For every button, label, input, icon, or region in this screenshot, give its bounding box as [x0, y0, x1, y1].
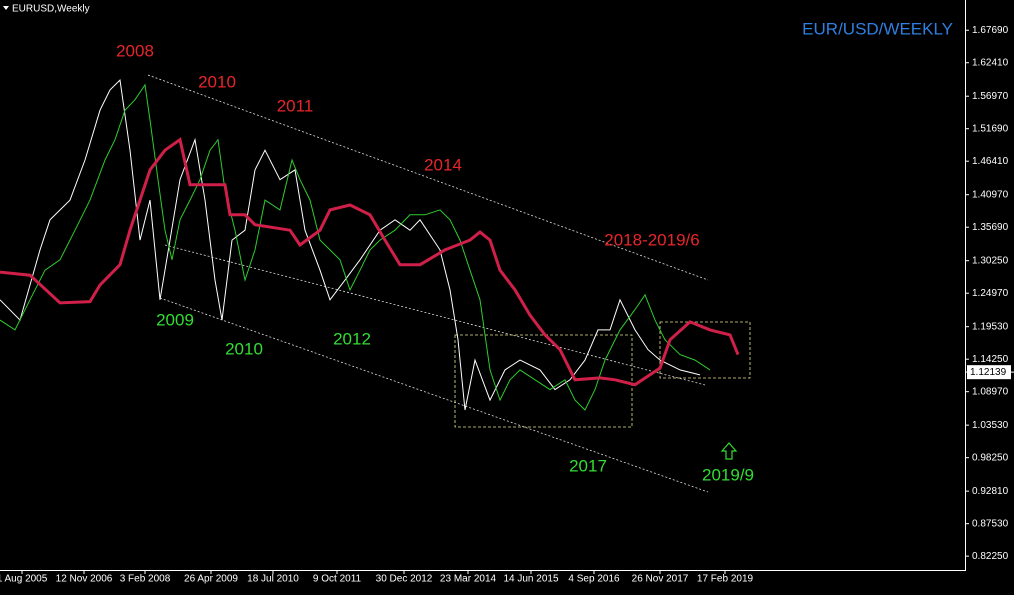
annotation: 2011 — [277, 96, 314, 115]
annotation: 2010 — [225, 339, 263, 358]
y-tick-label: 0.82250 — [972, 551, 1009, 562]
channel-upper — [147, 74, 709, 281]
y-tick-label: 1.24970 — [972, 288, 1009, 299]
chart-title: EURUSD,Weekly — [12, 4, 90, 15]
x-tick-label: 1 Aug 2005 — [0, 574, 48, 585]
range-box — [659, 321, 751, 379]
y-tick-label: 1.08970 — [972, 386, 1009, 397]
annotation: 2017 — [569, 456, 607, 475]
y-tick-label: 1.62410 — [972, 57, 1009, 68]
x-tick-label: 26 Nov 2017 — [632, 574, 689, 585]
y-tick-label: 1.19530 — [972, 321, 1009, 332]
x-tick-label: 26 Apr 2009 — [184, 574, 238, 585]
annotation: 2018-2019/6 — [604, 230, 699, 249]
y-tick-label: 1.46410 — [972, 156, 1009, 167]
channel-middle — [164, 244, 706, 386]
x-tick-label: 18 Jul 2010 — [247, 574, 299, 585]
y-tick-label: 1.30250 — [972, 255, 1009, 266]
x-tick-label: 17 Feb 2019 — [697, 574, 754, 585]
y-tick-label: 1.51690 — [972, 123, 1009, 134]
channel-lower — [159, 297, 709, 493]
y-tick-label: 1.14250 — [972, 354, 1009, 365]
x-tick-label: 23 Mar 2014 — [440, 574, 497, 585]
series-line — [0, 83, 711, 411]
range-box — [454, 334, 633, 428]
annotation: 2012 — [333, 329, 371, 348]
current-price-box — [967, 365, 1011, 380]
annotation: 2019/9 — [702, 465, 754, 484]
y-tick-label: 0.87530 — [972, 518, 1009, 529]
x-tick-label: 30 Dec 2012 — [376, 574, 433, 585]
annotation: 2010 — [198, 72, 236, 91]
annotation: 2009 — [156, 310, 194, 329]
up-arrow — [720, 442, 738, 460]
symbol-icon — [3, 6, 9, 10]
y-tick-label: 0.98250 — [972, 452, 1009, 463]
chart-subtitle: EUR/USD/WEEKLY — [802, 19, 953, 38]
x-tick-label: 14 Jun 2015 — [503, 574, 558, 585]
x-tick-label: 12 Nov 2006 — [56, 574, 113, 585]
annotation: 2014 — [424, 155, 462, 174]
current-price-label: 1.12139 — [970, 367, 1007, 378]
y-tick-label: 0.92810 — [972, 486, 1009, 497]
boxes — [454, 321, 751, 428]
x-tick-label: 4 Sep 2016 — [568, 574, 620, 585]
series-line — [0, 137, 740, 387]
y-tick-label: 1.03530 — [972, 420, 1009, 431]
y-tick-label: 1.40970 — [972, 189, 1009, 200]
y-tick-label: 1.67690 — [972, 25, 1009, 36]
annotation: 2008 — [116, 41, 154, 60]
y-tick-label: 1.35690 — [972, 222, 1009, 233]
x-tick-label: 3 Feb 2008 — [120, 574, 171, 585]
channel-lines — [147, 74, 709, 493]
x-tick-label: 9 Oct 2011 — [313, 574, 362, 585]
y-tick-label: 1.56970 — [972, 91, 1009, 102]
